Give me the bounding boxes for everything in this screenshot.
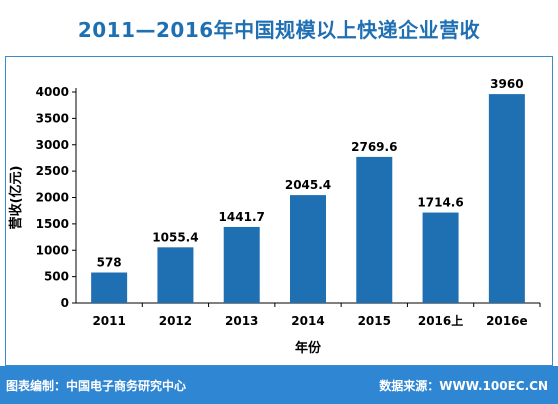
x-tick-label: 2011 [92, 314, 125, 328]
bars [91, 94, 525, 303]
x-tick-label: 2013 [225, 314, 258, 328]
bar [488, 94, 525, 303]
y-tick-label: 0 [61, 296, 69, 310]
data-label: 1714.6 [417, 196, 463, 210]
y-axis: 0 500 1000 1500 2000 2500 3000 3500 4000 [36, 85, 77, 310]
bar [157, 247, 194, 303]
data-label: 578 [97, 256, 122, 270]
bar [356, 156, 393, 303]
x-tick-label: 2016e [486, 314, 528, 328]
chart-panel [5, 56, 553, 366]
y-tick-label: 1000 [36, 243, 69, 257]
y-tick-label: 500 [44, 270, 69, 284]
data-label: 2769.6 [351, 140, 397, 154]
bar [290, 195, 326, 303]
y-tick-label: 2000 [36, 191, 69, 205]
y-axis-title: 营收(亿元) [8, 166, 24, 230]
bar [91, 272, 128, 303]
bar [422, 212, 459, 303]
x-tick-label: 2015 [358, 314, 391, 328]
footer-bar: 图表编制：中国电子商务研究中心 数据来源：WWW.100EC.CN [0, 366, 558, 404]
y-tick-label: 2500 [36, 164, 69, 178]
data-label: 1055.4 [152, 230, 198, 244]
x-tick-label: 2012 [159, 314, 192, 328]
footer-source: 数据来源：WWW.100EC.CN [379, 379, 548, 393]
x-tick-label: 2016上 [418, 313, 463, 328]
footer-credit: 图表编制：中国电子商务研究中心 [6, 379, 187, 393]
data-label: 1441.7 [219, 210, 265, 224]
y-tick-label: 3500 [36, 111, 69, 125]
bar [223, 226, 260, 303]
data-labels: 578 1055.4 1441.7 2045.4 2769.6 1714.6 3960 [97, 77, 524, 269]
chart-title: 2011—2016年中国规模以上快递企业营收 [77, 18, 481, 42]
data-label: 3960 [490, 77, 523, 91]
chart-header: 2011—2016年中国规模以上快递企业营收 [0, 0, 558, 56]
x-tick-label: 2014 [291, 314, 324, 328]
x-axis: 2011 2012 2013 2014 2015 2016上 2016e [76, 302, 541, 328]
data-label: 2045.4 [285, 178, 331, 192]
x-axis-title: 年份 [295, 340, 322, 356]
y-tick-label: 4000 [36, 85, 69, 99]
y-tick-label: 3000 [36, 138, 69, 152]
y-tick-label: 1500 [36, 217, 69, 231]
